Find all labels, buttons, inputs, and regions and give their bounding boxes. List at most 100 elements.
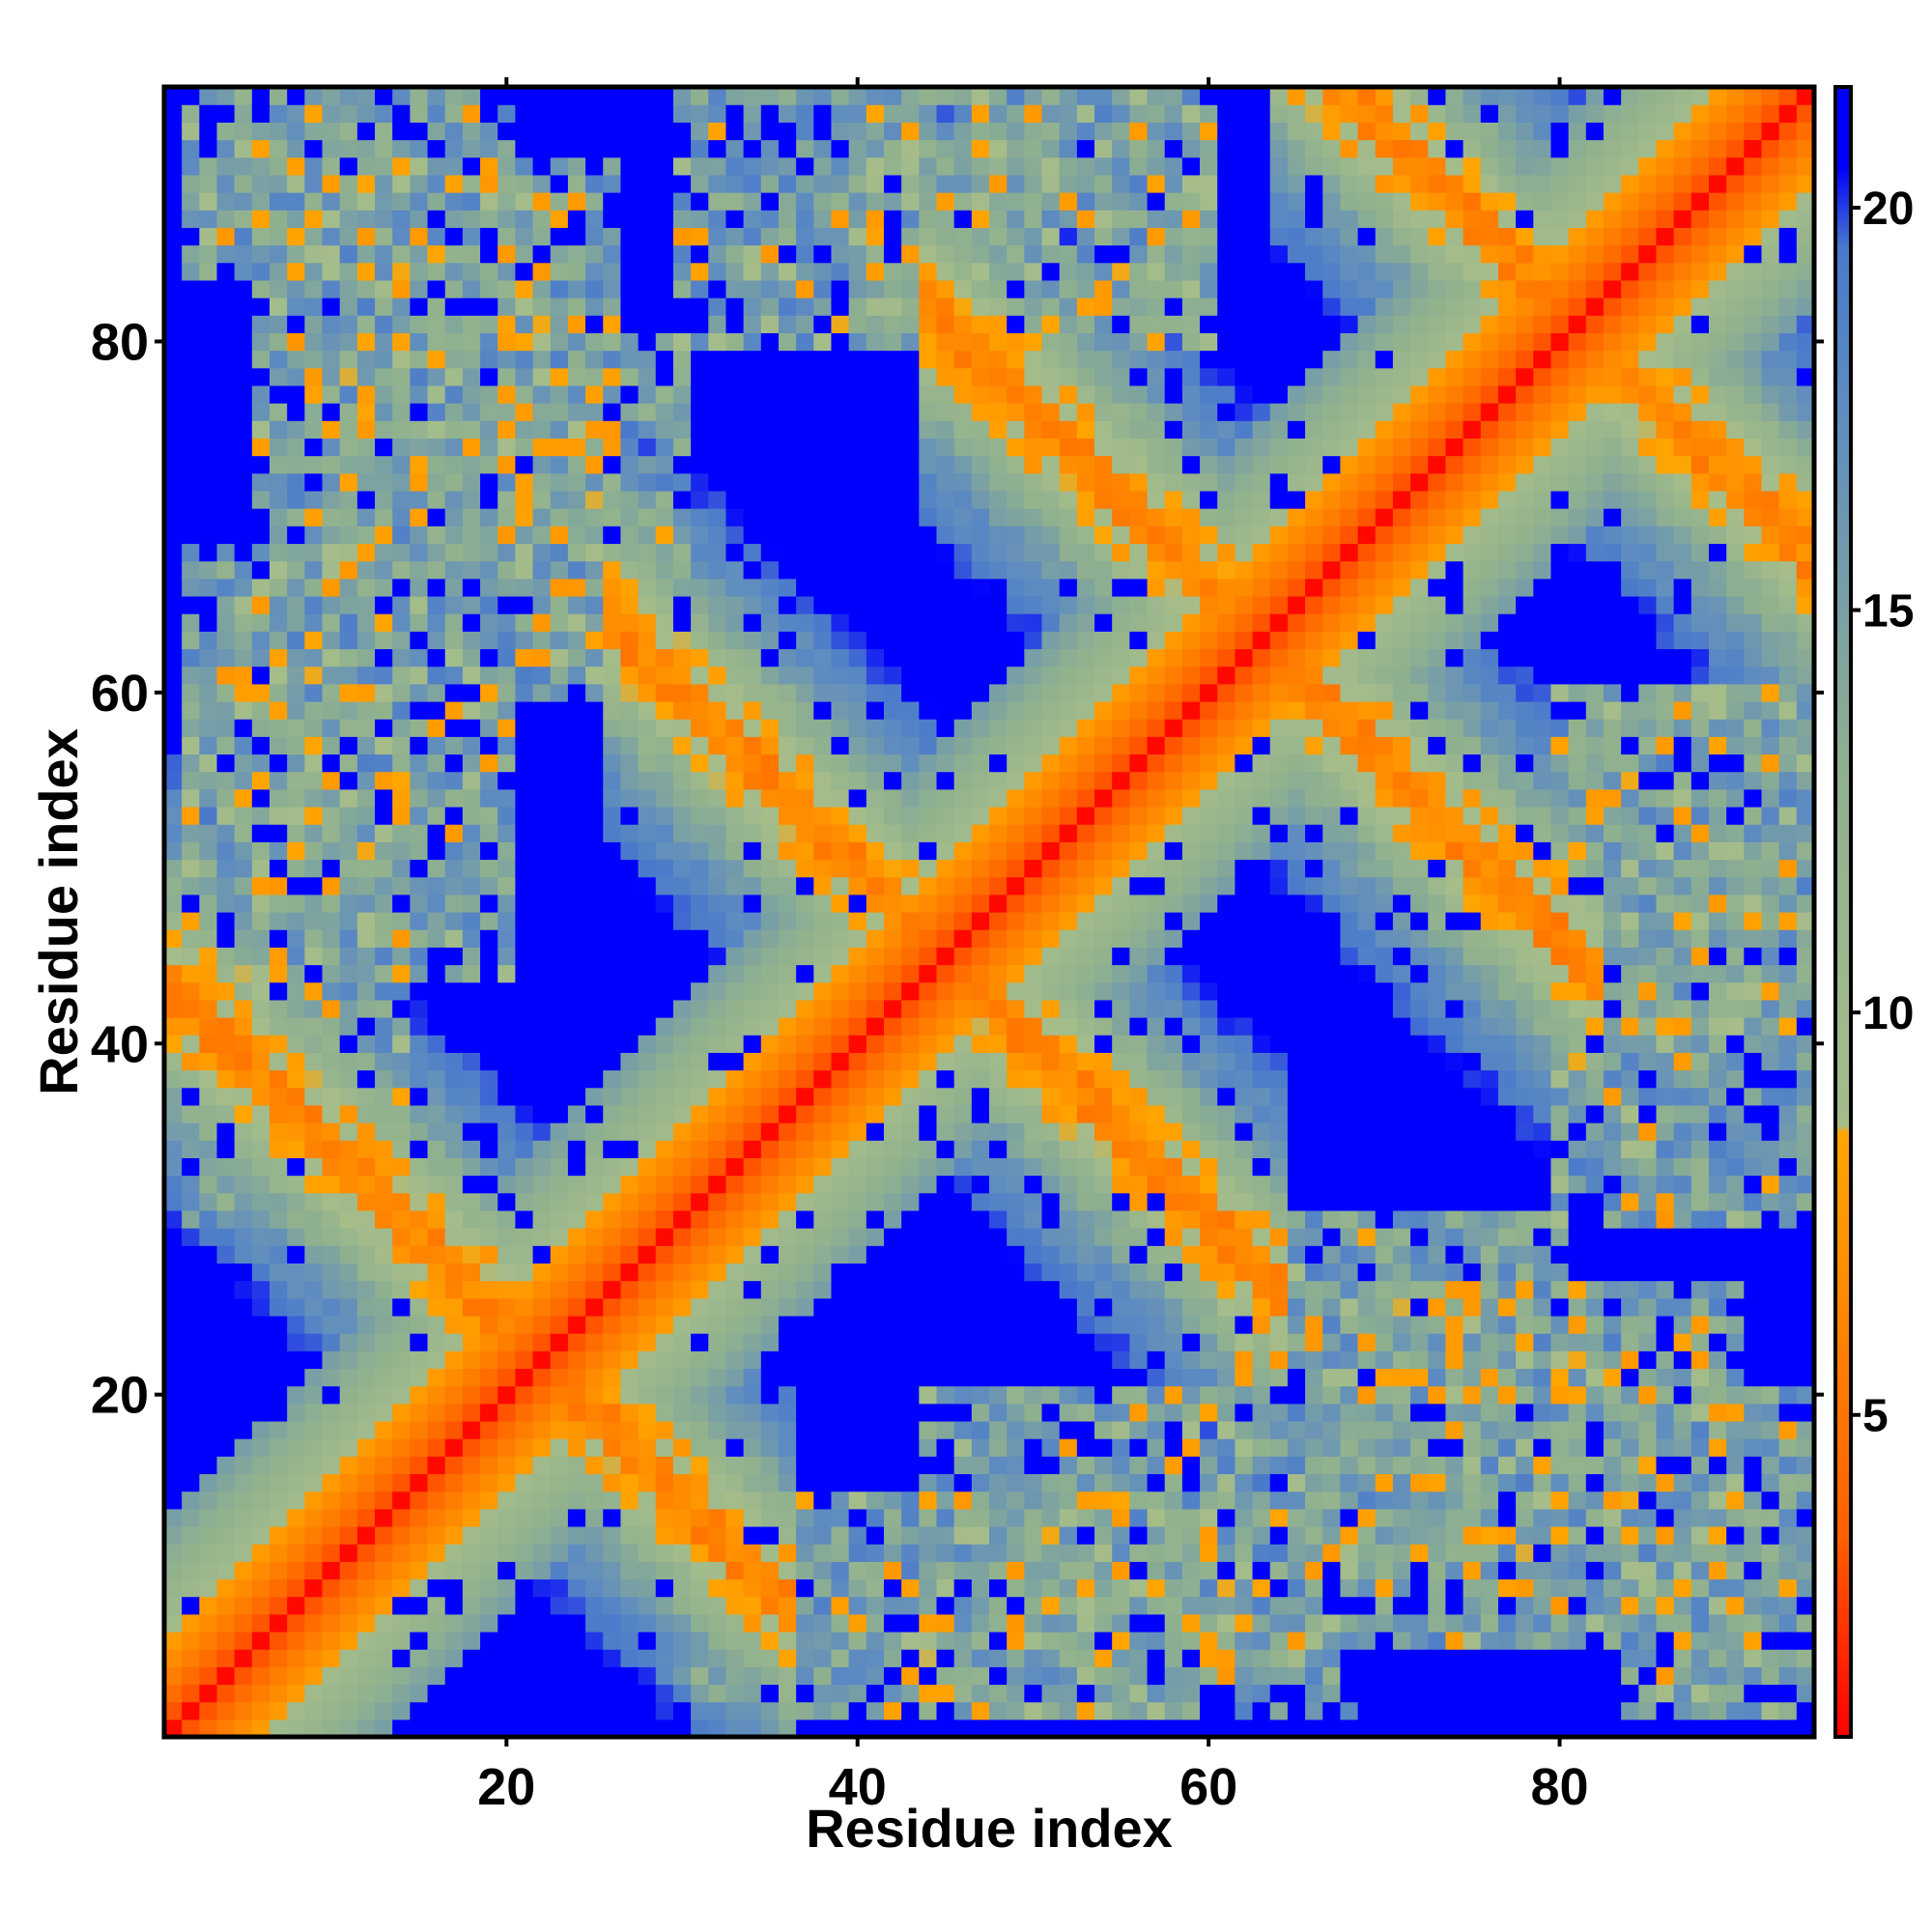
heatmap-cell: [708, 508, 727, 526]
heatmap-cell: [796, 1438, 814, 1457]
heatmap-cell: [708, 1456, 727, 1475]
heatmap-cell: [760, 192, 780, 211]
heatmap-cell: [708, 1613, 727, 1633]
heatmap-cell: [1024, 841, 1043, 861]
heatmap-cell: [550, 526, 569, 545]
heatmap-cell: [270, 560, 288, 580]
heatmap-cell: [532, 210, 552, 228]
heatmap-cell: [427, 1333, 446, 1351]
heatmap-cell: [936, 912, 955, 930]
heatmap-cell: [796, 1491, 814, 1510]
heatmap-cell: [392, 526, 411, 545]
heatmap-cell: [919, 824, 938, 842]
heatmap-cell: [655, 1631, 674, 1650]
heatmap-cell: [708, 1385, 727, 1405]
heatmap-cell: [953, 1596, 973, 1615]
heatmap-cell: [339, 1544, 358, 1562]
heatmap-cell: [234, 613, 253, 632]
heatmap-cell: [216, 806, 236, 825]
heatmap-cell: [287, 1052, 305, 1071]
heatmap-cell: [304, 367, 324, 386]
heatmap-cell: [708, 210, 727, 228]
heatmap-cell: [936, 929, 955, 948]
heatmap-cell: [883, 981, 902, 1001]
heatmap-cell: [620, 350, 639, 369]
heatmap-cell: [216, 1403, 236, 1422]
heatmap-cell: [567, 824, 586, 842]
heatmap-cell: [164, 139, 183, 158]
heatmap-cell: [480, 403, 498, 421]
heatmap-cell: [778, 736, 797, 755]
heatmap-cell: [480, 1263, 498, 1282]
heatmap-cell: [304, 122, 324, 141]
heatmap-cell: [971, 174, 990, 193]
heatmap-cell: [672, 666, 692, 685]
heatmap-cell: [216, 1701, 236, 1720]
heatmap-cell: [848, 1578, 867, 1598]
heatmap-cell: [708, 1069, 727, 1089]
heatmap-cell: [497, 1719, 516, 1738]
heatmap-cell: [515, 912, 534, 930]
heatmap-cell: [515, 403, 534, 421]
heatmap-cell: [199, 648, 218, 668]
heatmap-cell: [567, 613, 586, 632]
heatmap-cell: [655, 1228, 674, 1246]
heatmap-cell: [356, 174, 376, 193]
heatmap-cell: [1076, 1561, 1095, 1580]
heatmap-cell: [936, 1087, 955, 1106]
heatmap-cell: [691, 1263, 709, 1282]
heatmap-cell: [199, 1263, 218, 1282]
heatmap-cell: [989, 999, 1008, 1018]
heatmap-cell: [392, 1245, 411, 1264]
heatmap-cell: [199, 526, 218, 545]
heatmap-cell: [444, 912, 464, 930]
heatmap-cell: [216, 526, 236, 545]
heatmap-cell: [392, 1350, 411, 1370]
heatmap-cell: [585, 1684, 604, 1703]
heatmap-cell: [620, 1192, 639, 1211]
heatmap-cell: [182, 1333, 200, 1351]
heatmap-cell: [655, 788, 674, 808]
heatmap-cell: [532, 1140, 552, 1158]
heatmap-cell: [672, 999, 692, 1018]
heatmap-cell: [270, 87, 288, 105]
heatmap-cell: [339, 876, 358, 895]
heatmap-cell: [462, 1087, 481, 1106]
heatmap-cell: [708, 683, 727, 702]
heatmap-cell: [182, 1578, 200, 1598]
heatmap-cell: [672, 1175, 692, 1194]
heatmap-cell: [883, 298, 902, 316]
heatmap-cell: [672, 736, 692, 755]
heatmap-cell: [497, 1456, 516, 1475]
heatmap-cell: [585, 999, 604, 1018]
heatmap-cell: [164, 1052, 183, 1071]
heatmap-cell: [743, 1035, 762, 1053]
heatmap-cell: [655, 87, 674, 105]
heatmap-cell: [462, 1438, 481, 1457]
heatmap-cell: [901, 683, 920, 702]
heatmap-cell: [1007, 1561, 1025, 1580]
heatmap-cell: [638, 332, 657, 352]
heatmap-cell: [567, 87, 586, 105]
heatmap-cell: [182, 1069, 200, 1089]
heatmap-cell: [304, 1420, 324, 1439]
heatmap-cell: [585, 1368, 604, 1387]
heatmap-cell: [778, 87, 797, 105]
heatmap-cell: [532, 1385, 552, 1405]
heatmap-cell: [199, 1350, 218, 1370]
heatmap-cell: [936, 876, 955, 895]
heatmap-cell: [936, 192, 955, 211]
heatmap-cell: [672, 1649, 692, 1667]
heatmap-cell: [848, 1245, 867, 1264]
heatmap-cell: [953, 1104, 973, 1123]
heatmap-cell: [322, 964, 341, 983]
heatmap-cell: [866, 227, 885, 246]
heatmap-cell: [216, 1666, 236, 1686]
heatmap-cell: [638, 824, 657, 842]
heatmap-cell: [778, 648, 797, 668]
heatmap-cell: [672, 490, 692, 509]
heatmap-cell: [936, 1649, 955, 1667]
heatmap-cell: [356, 156, 376, 176]
heatmap-cell: [550, 1544, 569, 1562]
heatmap-cell: [164, 999, 183, 1018]
